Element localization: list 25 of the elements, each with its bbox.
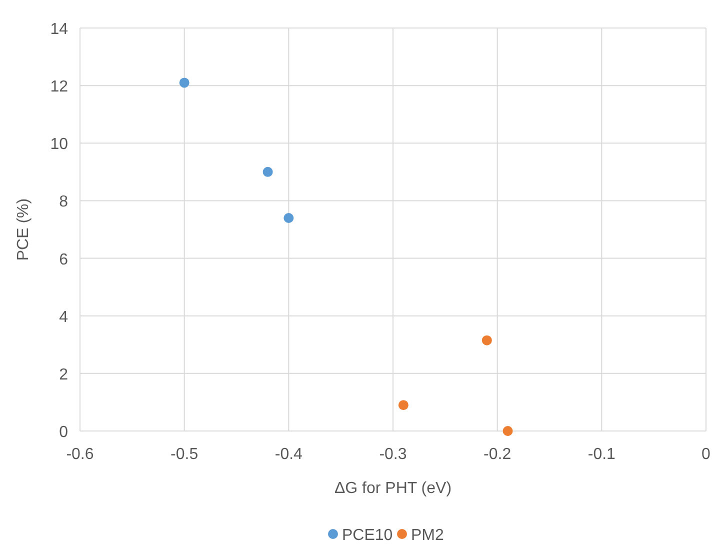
y-tick-label: 12 — [50, 78, 68, 96]
y-tick-label: 10 — [50, 136, 68, 154]
point — [179, 78, 190, 88]
y-tick-label: 2 — [59, 366, 68, 384]
legend-label: PM2 — [411, 527, 444, 544]
y-tick-label: 4 — [59, 308, 68, 326]
y-tick-label: 6 — [59, 251, 68, 268]
x-axis-title: ΔG for PHT (eV) — [334, 480, 452, 497]
y-tick-label: 0 — [59, 424, 68, 441]
x-tick-label: -0.2 — [484, 446, 512, 463]
point — [262, 166, 273, 177]
x-tick-label: -0.6 — [66, 446, 94, 463]
point — [284, 212, 294, 223]
y-axis-title: PCE (%) — [15, 198, 32, 261]
y-tick-label: 8 — [59, 194, 68, 211]
point — [398, 400, 408, 410]
x-tick-label: -0.3 — [379, 446, 407, 463]
y-tick-label: 14 — [50, 21, 68, 38]
x-tick-label: -0.4 — [274, 446, 303, 463]
x-tick-label: -0.5 — [170, 446, 198, 463]
x-tick-label: 0 — [702, 446, 711, 463]
legend-label: PCE10 — [342, 527, 393, 544]
point — [502, 426, 513, 436]
x-tick-label: -0.1 — [588, 446, 616, 463]
point — [482, 335, 492, 346]
